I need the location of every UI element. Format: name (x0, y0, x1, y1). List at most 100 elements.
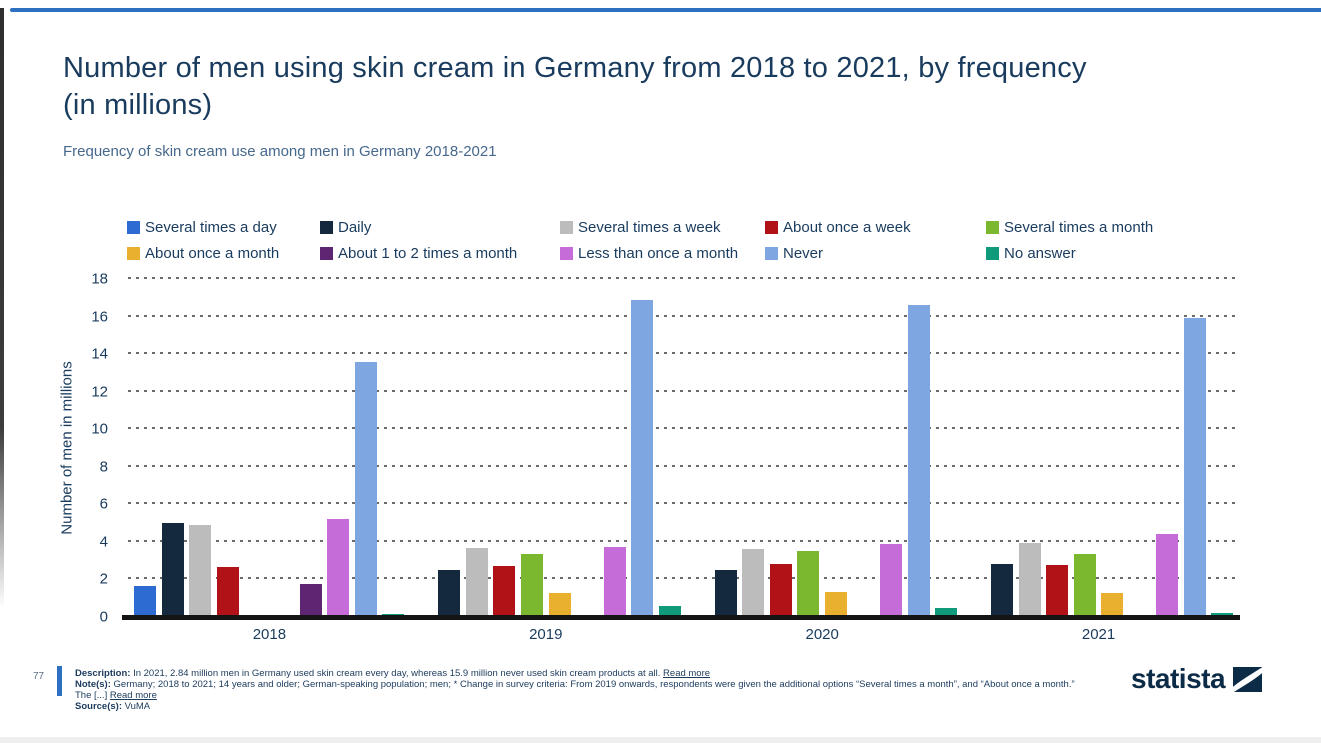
legend-swatch-icon (765, 246, 778, 260)
y-axis-ticks: 0 2 4 6 8 10 12 14 16 18 (70, 271, 108, 626)
bar-slot (907, 279, 930, 617)
bar (1046, 565, 1069, 617)
y-tick-label: 6 (99, 495, 108, 513)
gridline (128, 577, 1240, 580)
bar-slot (411, 279, 433, 617)
x-axis-label: 2020 (805, 626, 839, 643)
bar-slot (520, 279, 543, 617)
bar-groups (128, 279, 1240, 617)
legend-item: Several times a week (560, 214, 765, 240)
legend-label: Several times a day (145, 218, 277, 236)
page-number: 77 (33, 671, 45, 682)
legend-swatch-icon (765, 220, 778, 234)
left-edge-shadow (0, 8, 4, 608)
footer-notes-line: Note(s): Germany; 2018 to 2021; 14 years… (75, 679, 1075, 701)
bar-slot (687, 279, 709, 617)
y-tick-label: 2 (99, 570, 108, 588)
notes-read-more-link[interactable]: Read more (109, 690, 157, 701)
bar-slot (493, 279, 516, 617)
bar-slot (714, 279, 737, 617)
legend-item: About once a week (765, 214, 986, 240)
bar (1183, 318, 1206, 617)
y-tick-label: 18 (91, 270, 108, 288)
description-read-more-link[interactable]: Read more (663, 668, 711, 679)
gridline (128, 464, 1240, 467)
legend-label: Daily (338, 218, 372, 236)
bar-slot (880, 279, 902, 617)
bar (189, 525, 212, 617)
bar (299, 584, 322, 617)
bar (217, 567, 240, 617)
bar (658, 605, 681, 617)
gridline (128, 314, 1240, 317)
legend-swatch-icon (986, 246, 999, 260)
bar (1156, 534, 1179, 617)
legend-item: About once a month (127, 240, 320, 266)
bar-group-2018 (134, 279, 405, 617)
bar-slot (1018, 279, 1041, 617)
gridline (128, 352, 1240, 355)
bar (907, 305, 930, 617)
bar-slot (245, 279, 267, 617)
x-axis-line (122, 615, 1240, 620)
bar (161, 523, 184, 617)
legend-label: About 1 to 2 times a month (338, 244, 518, 262)
chart-legend: Several times a day Daily Several times a … (127, 214, 1287, 266)
bar-group-2020 (687, 279, 958, 617)
statista-logo-text: statista (1131, 663, 1226, 694)
bar (134, 586, 157, 617)
bar-slot (631, 279, 654, 617)
legend-swatch-icon (986, 220, 999, 234)
legend-item: Several times a month (986, 214, 1287, 240)
bar-slot (161, 279, 184, 617)
bar (603, 546, 626, 617)
description-label: Description: (75, 668, 131, 679)
y-tick-label: 14 (91, 345, 108, 363)
y-tick-label: 8 (99, 458, 108, 476)
bar (520, 554, 543, 617)
bar (769, 564, 792, 617)
bar (631, 299, 654, 617)
legend-item: Several times a day (127, 214, 320, 240)
bar-group-2019 (411, 279, 681, 617)
legend-item: Less than once a month (560, 240, 765, 266)
footer-source-line: Source(s): VuMA (75, 701, 1075, 712)
bar-slot (217, 279, 240, 617)
bar (354, 361, 377, 617)
bar-slot (1101, 279, 1124, 617)
x-axis-labels: 2018 2019 2020 2021 (128, 626, 1240, 643)
top-accent-bar (10, 8, 1321, 12)
legend-item: Daily (320, 214, 560, 240)
legend-label: Several times a month (1004, 218, 1154, 236)
bar (742, 549, 765, 617)
bar-slot (1129, 279, 1151, 617)
notes-text: Germany; 2018 to 2021; 14 years and olde… (75, 679, 1075, 701)
bar-slot (327, 279, 350, 617)
bar (1018, 542, 1041, 617)
legend-label: Never (783, 244, 824, 262)
bar-slot (852, 279, 874, 617)
bar-slot (299, 279, 322, 617)
bar-slot (797, 279, 820, 617)
bar-slot (964, 279, 986, 617)
bottom-edge (0, 737, 1321, 743)
footer-accent-bar (57, 666, 62, 696)
legend-label: Several times a week (578, 218, 721, 236)
gridline (128, 502, 1240, 505)
legend-swatch-icon (127, 246, 140, 260)
bar-slot (742, 279, 765, 617)
statista-logo: statista (1131, 663, 1263, 695)
bar (438, 570, 461, 617)
bar-slot (465, 279, 488, 617)
gridline (128, 389, 1240, 392)
bar-slot (272, 279, 294, 617)
bar (714, 570, 737, 617)
bar-slot (548, 279, 571, 617)
bar (1101, 592, 1124, 617)
bar-group-2021 (964, 279, 1234, 617)
legend-label: Less than once a month (578, 244, 739, 262)
bar (797, 551, 820, 617)
legend-swatch-icon (560, 220, 573, 234)
bar (824, 591, 847, 617)
